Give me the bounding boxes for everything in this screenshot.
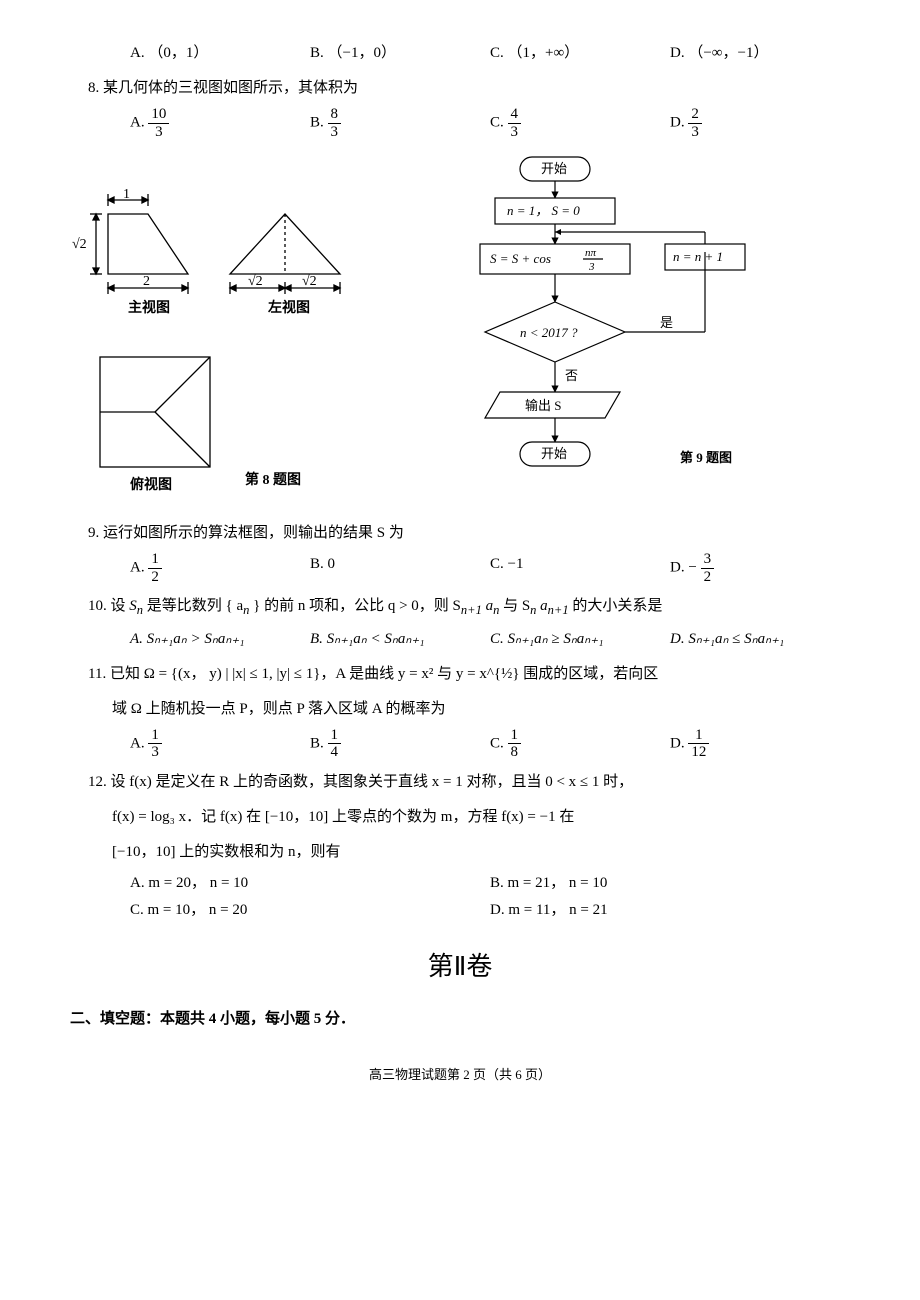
main-view-label: 主视图 <box>128 299 170 316</box>
q9-text: 9. 运行如图所示的算法框图，则输出的结果 S 为 <box>88 520 850 547</box>
q10-options: A. Sₙ₊₁aₙ > Sₙaₙ₊₁ B. Sₙ₊₁aₙ < Sₙaₙ₊₁ C.… <box>130 626 850 653</box>
flow-init: n = 1， S = 0 <box>507 203 580 218</box>
flow-no: 否 <box>565 368 578 383</box>
q8-a: A. 103 <box>130 106 310 140</box>
dim-left: √2 <box>72 237 87 252</box>
q8-c: C. 43 <box>490 106 670 140</box>
q11-b: B. 14 <box>310 727 490 761</box>
top-view-label: 俯视图 <box>130 476 172 493</box>
q12-b: B. m = 21， n = 10 <box>490 870 850 897</box>
q10-d: D. Sₙ₊₁aₙ ≤ Sₙaₙ₊₁ <box>670 626 850 653</box>
q10-text: 10. 设 Sn 是等比数列 { an } 的前 n 项和，公比 q > 0，则… <box>88 593 850 622</box>
section-2-title: 第Ⅱ卷 <box>70 944 850 991</box>
q11-line2: 域 Ω 上随机投一点 P，则点 P 落入区域 A 的概率为 <box>112 696 850 723</box>
flow-end: 开始 <box>541 446 567 461</box>
flow-yes: 是 <box>660 315 673 330</box>
q8-a-frac: 103 <box>148 106 169 140</box>
q9-a: A. 12 <box>130 551 310 585</box>
q10-c: C. Sₙ₊₁aₙ ≥ Sₙaₙ₊₁ <box>490 626 670 653</box>
q11-a: A. 13 <box>130 727 310 761</box>
q7-b: B. （−1，0） <box>310 40 490 67</box>
flowchart-svg: 开始 n = 1， S = 0 S = S + cos nπ 3 <box>425 152 785 512</box>
q12-options: A. m = 20， n = 10 B. m = 21， n = 10 C. m… <box>130 870 850 924</box>
flow-frac-num: nπ <box>585 247 597 259</box>
q12-line3: [−10，10] 上的实数根和为 n，则有 <box>112 839 850 866</box>
q12-d: D. m = 11， n = 21 <box>490 897 850 924</box>
dim-bottom: 2 <box>143 274 150 289</box>
q12-c: C. m = 10， n = 20 <box>130 897 490 924</box>
q12-a: A. m = 20， n = 10 <box>130 870 490 897</box>
q8-d-label: D. <box>670 114 688 130</box>
q8-d: D. 23 <box>670 106 850 140</box>
q12-line1: 12. 设 f(x) 是定义在 R 上的奇函数，其图象关于直线 x = 1 对称… <box>88 769 850 796</box>
q9-b: B. 0 <box>310 551 490 585</box>
q10-b: B. Sₙ₊₁aₙ < Sₙaₙ₊₁ <box>310 626 490 653</box>
q7-a: A. （0，1） <box>130 40 310 67</box>
q11-c: C. 18 <box>490 727 670 761</box>
figures-row: 1 √2 2 主视图 <box>70 152 850 512</box>
three-views-svg: 1 √2 2 主视图 <box>70 172 350 512</box>
fig9-caption: 第 9 题图 <box>680 450 732 465</box>
q11-options: A. 13 B. 14 C. 18 D. 112 <box>130 727 850 761</box>
q11-line1: 11. 已知 Ω = {(x， y) | |x| ≤ 1, |y| ≤ 1}，A… <box>88 661 850 688</box>
fill-blanks-title: 二、填空题：本题共 4 小题，每小题 5 分． <box>70 1006 850 1033</box>
q7-options: A. （0，1） B. （−1，0） C. （1，+∞） D. （−∞，−1） <box>130 40 850 67</box>
q8-b-label: B. <box>310 114 328 130</box>
page-footer: 高三物理试题第 2 页（共 6 页） <box>70 1063 850 1086</box>
q9-c: C. −1 <box>490 551 670 585</box>
q8-options: A. 103 B. 83 C. 43 D. 23 <box>130 106 850 140</box>
flow-out: 输出 S <box>525 398 561 413</box>
flowchart-figure: 开始 n = 1， S = 0 S = S + cos nπ 3 <box>360 152 850 512</box>
q9-d: D. − 32 <box>670 551 850 585</box>
q9-options: A. 12 B. 0 C. −1 D. − 32 <box>130 551 850 585</box>
q8-b: B. 83 <box>310 106 490 140</box>
q8-text: 8. 某几何体的三视图如图所示，其体积为 <box>88 75 850 102</box>
three-views-figure: 1 √2 2 主视图 <box>70 172 350 512</box>
flow-start: 开始 <box>541 161 567 176</box>
flow-assign-pre: S = S + cos <box>490 251 551 266</box>
q7-c: C. （1，+∞） <box>490 40 670 67</box>
q12-line2: f(x) = log₃ x．记 f(x) 在 [−10，10] 上零点的个数为 … <box>112 804 850 831</box>
q11-d: D. 112 <box>670 727 850 761</box>
q8-c-label: C. <box>490 114 508 130</box>
q8-b-frac: 83 <box>328 106 342 140</box>
left-view-label: 左视图 <box>267 299 310 316</box>
q8-d-frac: 23 <box>688 106 702 140</box>
q8-a-label: A. <box>130 114 148 130</box>
left-dim-l: √2 <box>248 274 263 289</box>
fig8-caption: 第 8 题图 <box>245 471 301 488</box>
flow-cond: n < 2017 ? <box>520 325 578 340</box>
dim-top: 1 <box>123 187 130 202</box>
q10-a: A. Sₙ₊₁aₙ > Sₙaₙ₊₁ <box>130 626 310 653</box>
flow-inc: n = n + 1 <box>673 249 723 264</box>
q7-d: D. （−∞，−1） <box>670 40 850 67</box>
left-dim-r: √2 <box>302 274 317 289</box>
q8-c-frac: 43 <box>508 106 522 140</box>
flow-frac-den: 3 <box>588 261 595 273</box>
